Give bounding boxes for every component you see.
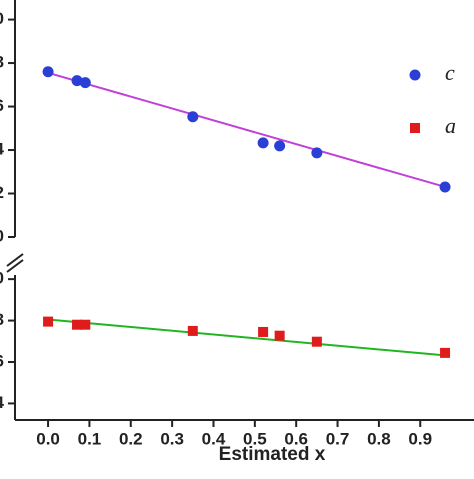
legend-marker [410, 123, 420, 133]
x-tick-label: 0.2 [119, 429, 143, 448]
point [257, 137, 269, 149]
y-tick-label: 8 [0, 53, 4, 72]
point [79, 77, 91, 89]
point [311, 336, 322, 347]
y-tick-label: 0 [0, 9, 4, 28]
y-tick-label: 6 [0, 96, 4, 115]
y-tick-label: 2 [0, 183, 4, 202]
point [187, 325, 198, 336]
y-tick-label: 0 [0, 226, 4, 245]
x-axis-label: Estimated x [219, 444, 326, 465]
y-tick-label: 0 [0, 269, 4, 288]
fit-line [47, 318, 450, 357]
point [311, 147, 323, 159]
x-tick-label: 0.4 [202, 429, 226, 448]
point [71, 75, 83, 87]
point [274, 330, 285, 341]
point [42, 66, 54, 78]
x-tick-label: 0.5 [243, 429, 267, 448]
x-tick-label: 0.6 [284, 429, 308, 448]
y-tick-label: 4 [0, 140, 5, 159]
legend-label: a [445, 113, 456, 138]
point [258, 326, 269, 337]
x-tick-label: 0.0 [36, 429, 60, 448]
point [43, 316, 54, 327]
point [274, 140, 286, 152]
point [72, 319, 83, 330]
point [440, 347, 451, 358]
x-tick-label: 0.9 [408, 429, 432, 448]
x-tick-label: 0.7 [326, 429, 350, 448]
point [439, 181, 451, 193]
x-tick-label: 0.8 [367, 429, 391, 448]
axis-break [6, 259, 24, 273]
y-tick-label: 6 [0, 351, 4, 370]
legend-label: c [445, 60, 455, 85]
y-tick-label: 4 [0, 393, 5, 412]
fit-line [47, 71, 450, 190]
y-tick-label: 8 [0, 310, 4, 329]
point [187, 111, 199, 123]
axis-break [6, 253, 24, 267]
x-tick-label: 0.1 [78, 429, 102, 448]
legend-marker [409, 69, 421, 81]
point [80, 319, 91, 330]
x-tick-label: 0.3 [160, 429, 184, 448]
